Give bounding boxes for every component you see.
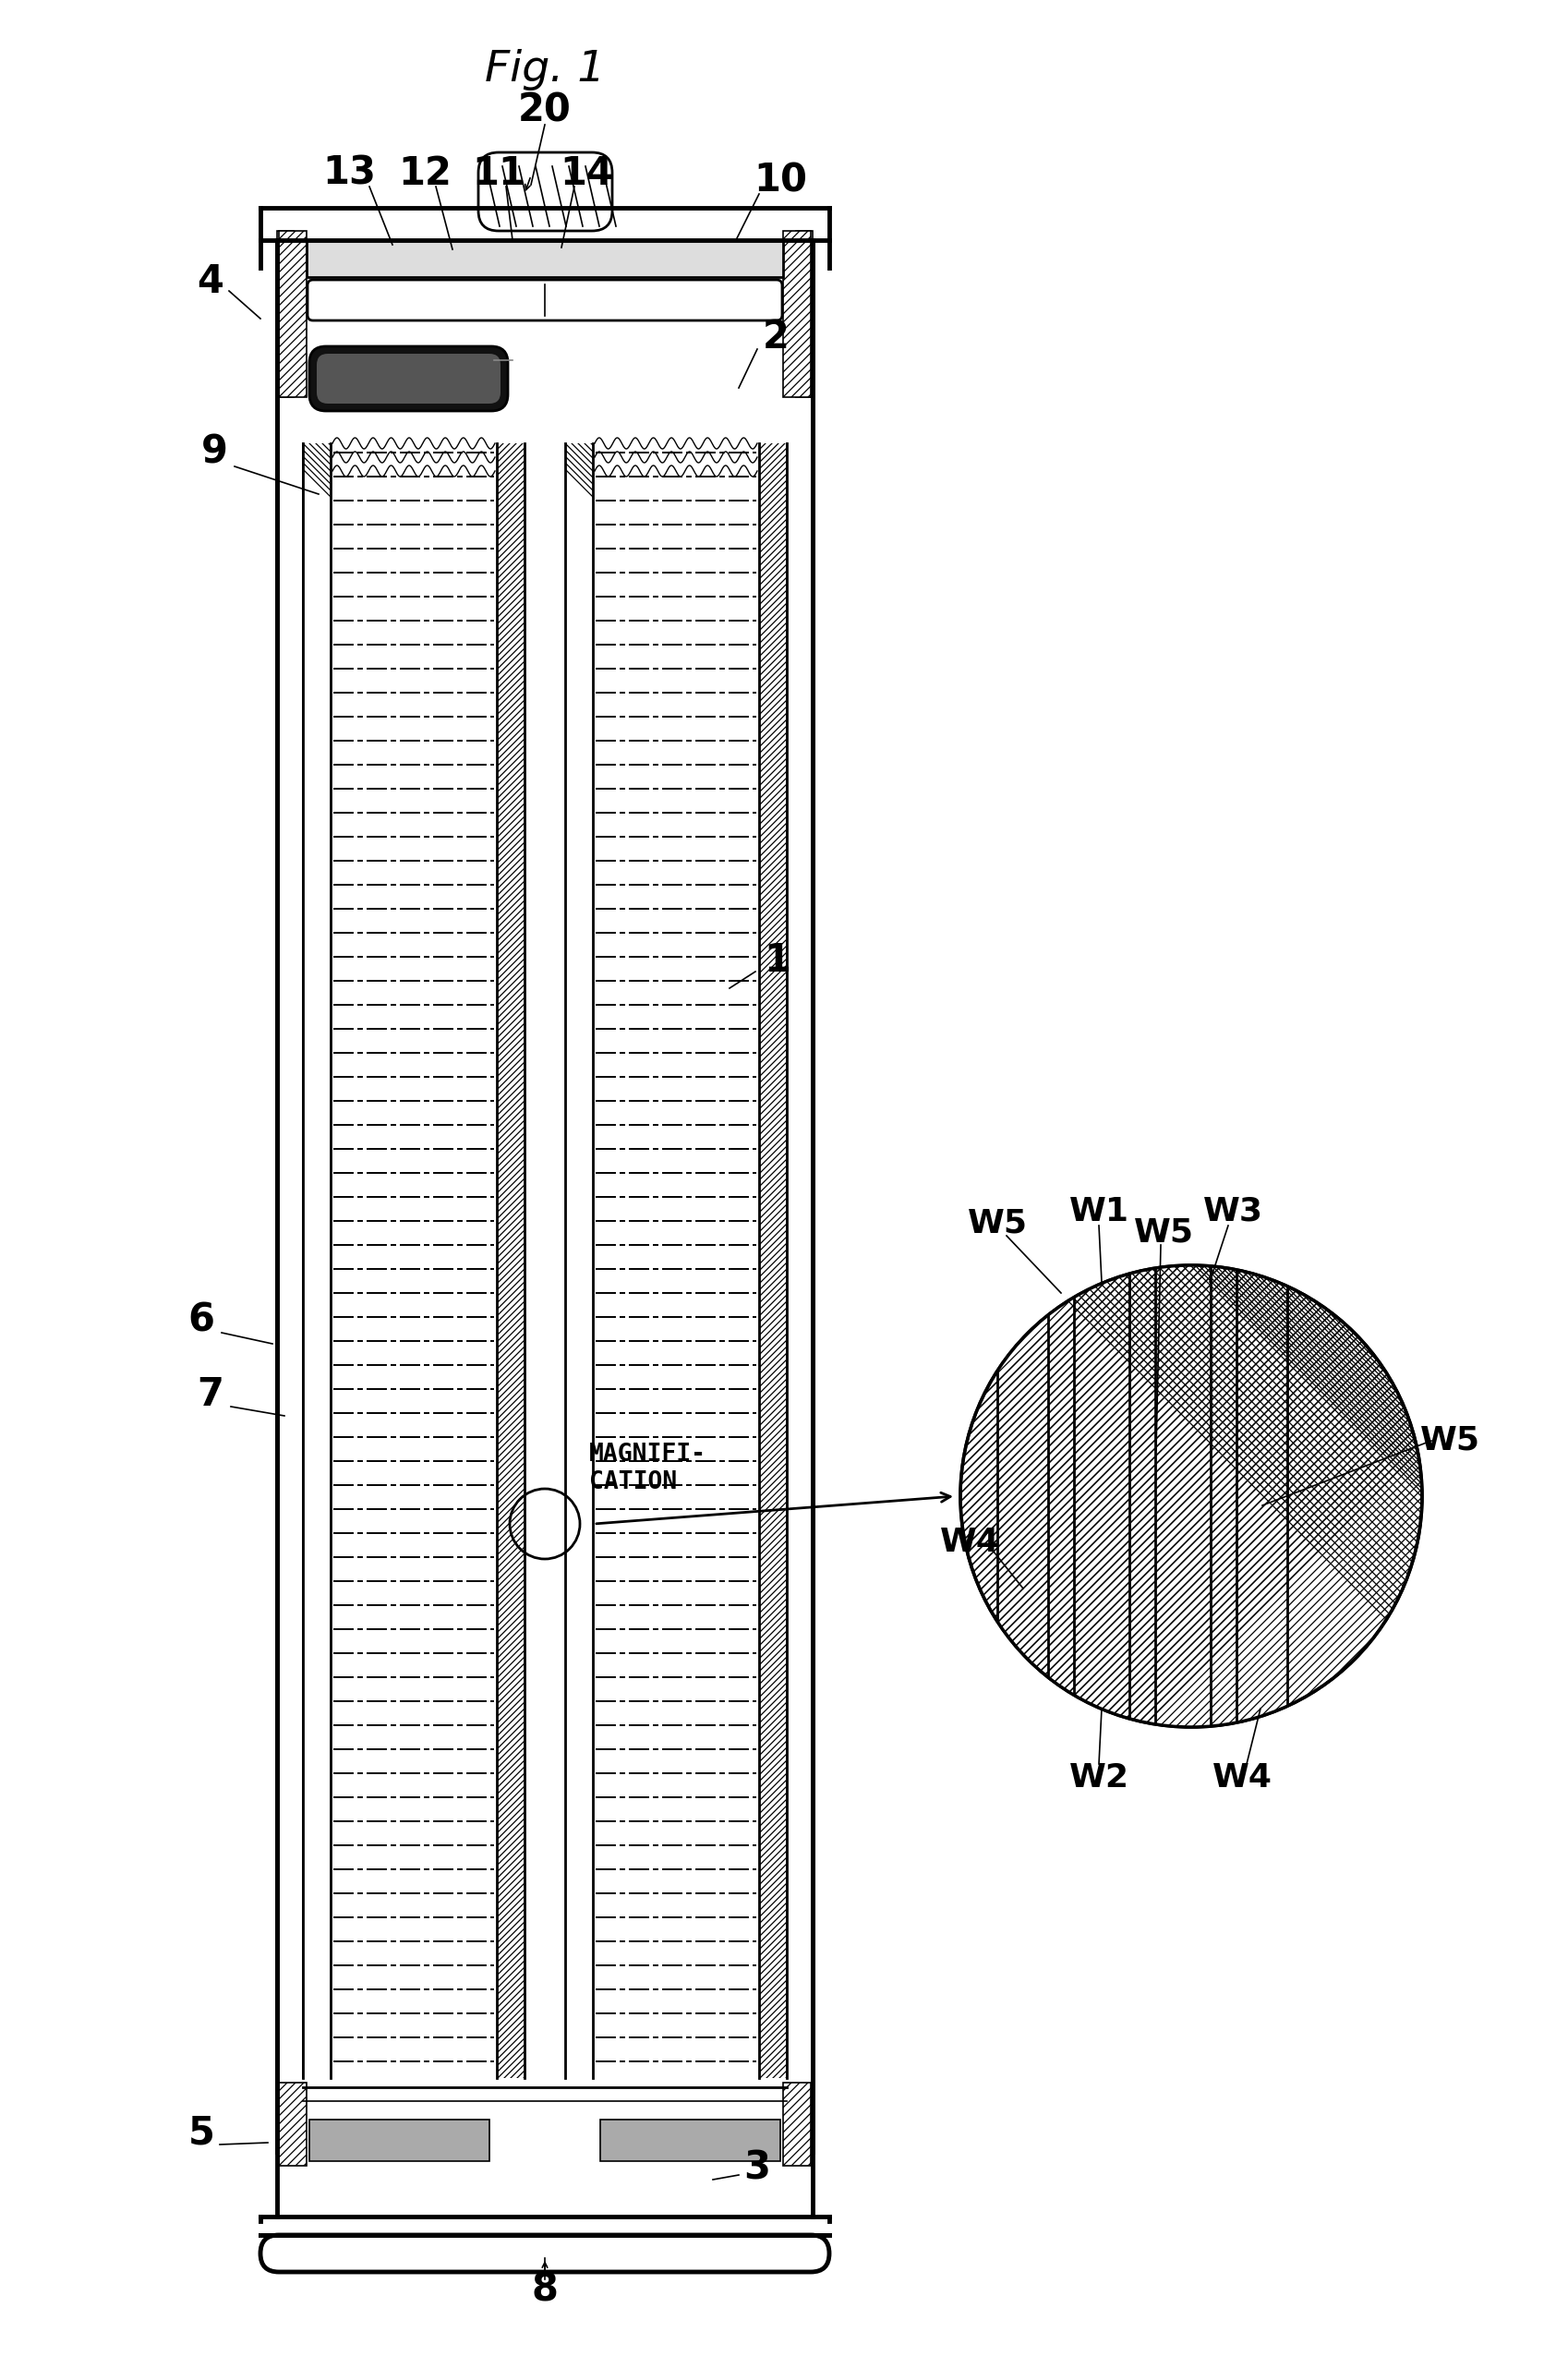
Bar [782, 231, 811, 398]
Bar [524, 443, 564, 2078]
Bar [1236, 1265, 1286, 1727]
Bar [997, 1265, 1047, 1727]
Bar [309, 2120, 489, 2160]
Text: 20: 20 [517, 92, 571, 130]
Text: W4: W4 [1212, 1762, 1272, 1793]
Text: W1: W1 [1068, 1197, 1129, 1227]
Bar [1047, 1265, 1074, 1727]
Text: 2: 2 [762, 318, 789, 356]
Text: 1: 1 [764, 940, 790, 980]
Text: 11: 11 [472, 153, 525, 193]
FancyBboxPatch shape [278, 221, 812, 2170]
Bar [279, 2083, 306, 2165]
Bar [782, 231, 811, 398]
Bar [1154, 1265, 1210, 1727]
Bar [1210, 1265, 1236, 1727]
Bar [564, 443, 593, 2078]
Circle shape [960, 1265, 1421, 1727]
Text: 12: 12 [398, 153, 452, 193]
Text: 13: 13 [321, 153, 376, 193]
Text: 6: 6 [188, 1301, 215, 1341]
FancyBboxPatch shape [260, 2236, 829, 2271]
Bar [564, 443, 786, 2078]
Text: 5: 5 [188, 2113, 215, 2153]
Text: W5: W5 [1132, 1218, 1193, 1249]
Text: 9: 9 [201, 434, 227, 471]
Bar [278, 231, 293, 398]
Text: 3: 3 [743, 2149, 770, 2189]
Bar [795, 231, 812, 398]
Text: 7: 7 [198, 1376, 224, 1414]
Text: 8: 8 [532, 2271, 558, 2309]
Bar [279, 2083, 306, 2165]
Bar [1129, 1265, 1154, 1727]
Text: W5: W5 [1419, 1425, 1479, 1456]
Bar [759, 443, 786, 2078]
Text: W3: W3 [1203, 1197, 1262, 1227]
Bar [782, 2083, 811, 2165]
Bar [279, 231, 306, 398]
Bar [303, 443, 524, 2078]
Text: W4: W4 [939, 1527, 999, 1557]
FancyBboxPatch shape [317, 353, 500, 403]
Text: Fig. 1: Fig. 1 [485, 49, 605, 90]
Bar [782, 2083, 811, 2165]
Bar [303, 443, 331, 2078]
Bar [279, 231, 306, 398]
Bar [1074, 1265, 1129, 1727]
Bar [601, 2120, 779, 2160]
Text: 10: 10 [753, 160, 806, 200]
FancyBboxPatch shape [307, 280, 782, 320]
Text: W5: W5 [967, 1209, 1027, 1239]
FancyBboxPatch shape [309, 346, 508, 410]
Text: MAGNIFI-
CATION: MAGNIFI- CATION [590, 1442, 706, 1494]
Bar [497, 443, 524, 2078]
Text: W2: W2 [1068, 1762, 1129, 1793]
Bar [306, 240, 782, 278]
FancyBboxPatch shape [478, 153, 612, 231]
Text: 4: 4 [198, 262, 224, 302]
Text: 14: 14 [560, 153, 613, 193]
